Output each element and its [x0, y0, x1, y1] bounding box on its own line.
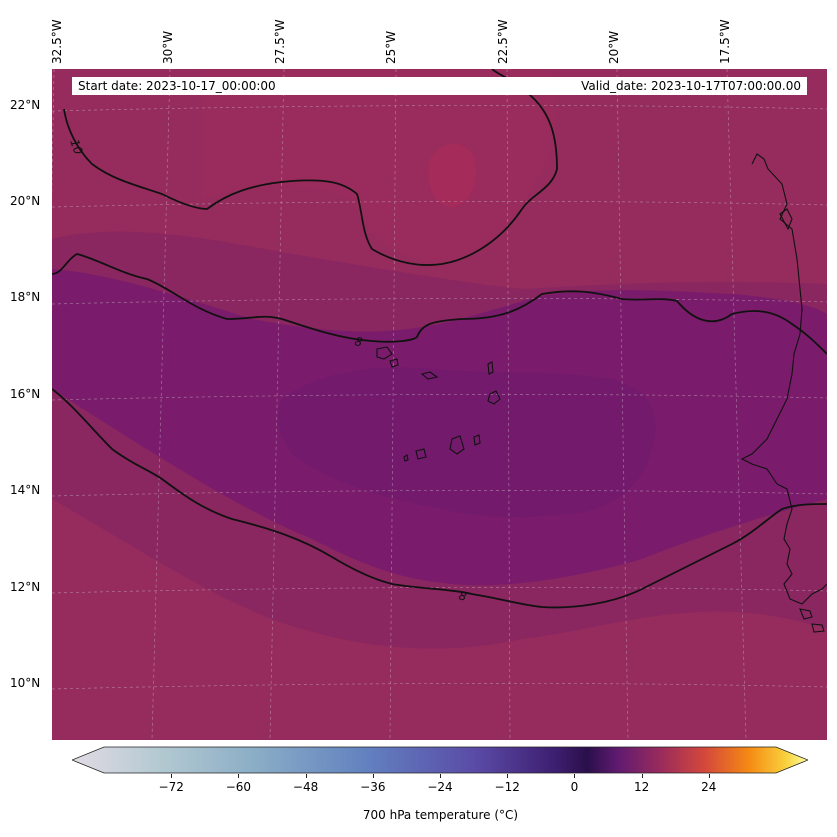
colorbar-tick-mark: [708, 774, 710, 778]
colorbar-tick-label: 0: [570, 780, 579, 794]
lat-label-20n: 20°N: [10, 194, 41, 208]
colorbar-gradient: [72, 746, 808, 774]
contour-label-8-south: 8: [457, 588, 468, 604]
colorbar-label: 700 hPa temperature (°C): [362, 808, 519, 822]
warm-patch-north: [202, 69, 556, 264]
africa-coastline: [740, 153, 827, 605]
lon-label-32-5w: 32.5°W: [50, 19, 64, 64]
valid-date-text: Valid_date: 2023-10-17T07:00:00.00: [581, 79, 801, 93]
temperature-map: 10 8 8: [52, 69, 827, 740]
date-info-box: Start date: 2023-10-17_00:00:00 Valid_da…: [72, 77, 807, 95]
lat-label-12n: 12°N: [10, 580, 41, 594]
colorbar-tick-label: 24: [701, 780, 717, 794]
island-6: [449, 435, 465, 455]
colorbar-tick-label: −24: [427, 780, 453, 794]
hot-spot: [428, 144, 476, 207]
island-8: [415, 448, 427, 460]
contour-label-10: 10: [67, 137, 86, 156]
bissagos-islands: [799, 608, 825, 633]
lat-label-10n: 10°N: [10, 676, 41, 690]
colorbar: [72, 746, 808, 774]
colorbar-tick-mark: [171, 774, 173, 778]
lat-label-22n: 22°N: [10, 98, 41, 112]
coldest-core: [277, 367, 656, 518]
colorbar-tick-label: −72: [158, 780, 184, 794]
island-4: [487, 361, 494, 375]
island-1: [376, 346, 393, 360]
island-2: [389, 358, 399, 368]
colorbar-tick-mark: [238, 774, 240, 778]
colorbar-tick-label: −12: [494, 780, 520, 794]
graticule: [52, 69, 827, 740]
contour-8-north: [52, 253, 827, 355]
lat-label-18n: 18°N: [10, 290, 41, 304]
lon-label-30w: 30°W: [161, 30, 175, 64]
lon-label-27-5w: 27.5°W: [273, 19, 287, 64]
colorbar-tick-mark: [641, 774, 643, 778]
contour-10: [63, 69, 558, 266]
colorbar-tick-mark: [440, 774, 441, 778]
island-3: [420, 371, 439, 380]
map-panel: 10 8 8: [52, 69, 827, 740]
colorbar-tick-mark: [372, 774, 374, 778]
island-5: [487, 390, 501, 405]
colorbar-tick-label: −48: [292, 780, 319, 794]
island-9: [403, 454, 409, 462]
lat-label-16n: 16°N: [10, 387, 41, 401]
lon-label-20w: 20°W: [607, 30, 621, 64]
colorbar-tick-mark: [305, 774, 307, 778]
lon-label-25w: 25°W: [384, 30, 398, 64]
island-north-coast: [779, 208, 793, 231]
contour-8-south: [52, 388, 827, 609]
colorbar-tick-mark: [574, 774, 576, 778]
lat-label-14n: 14°N: [10, 483, 41, 497]
lon-label-17-5w: 17.5°W: [718, 19, 732, 64]
start-date-text: Start date: 2023-10-17_00:00:00: [78, 79, 276, 93]
colorbar-tick-label: 12: [633, 780, 650, 794]
colorbar-tick-label: −36: [360, 780, 386, 794]
contour-lines: [52, 69, 827, 609]
contour-labels: 10 8 8: [67, 137, 468, 604]
lon-label-22-5w: 22.5°W: [496, 19, 510, 64]
coastlines: [376, 153, 827, 633]
colorbar-tick-mark: [507, 774, 509, 778]
colorbar-tick-label: −60: [225, 780, 252, 794]
contour-label-8-north: 8: [353, 334, 364, 349]
island-7: [473, 434, 481, 446]
